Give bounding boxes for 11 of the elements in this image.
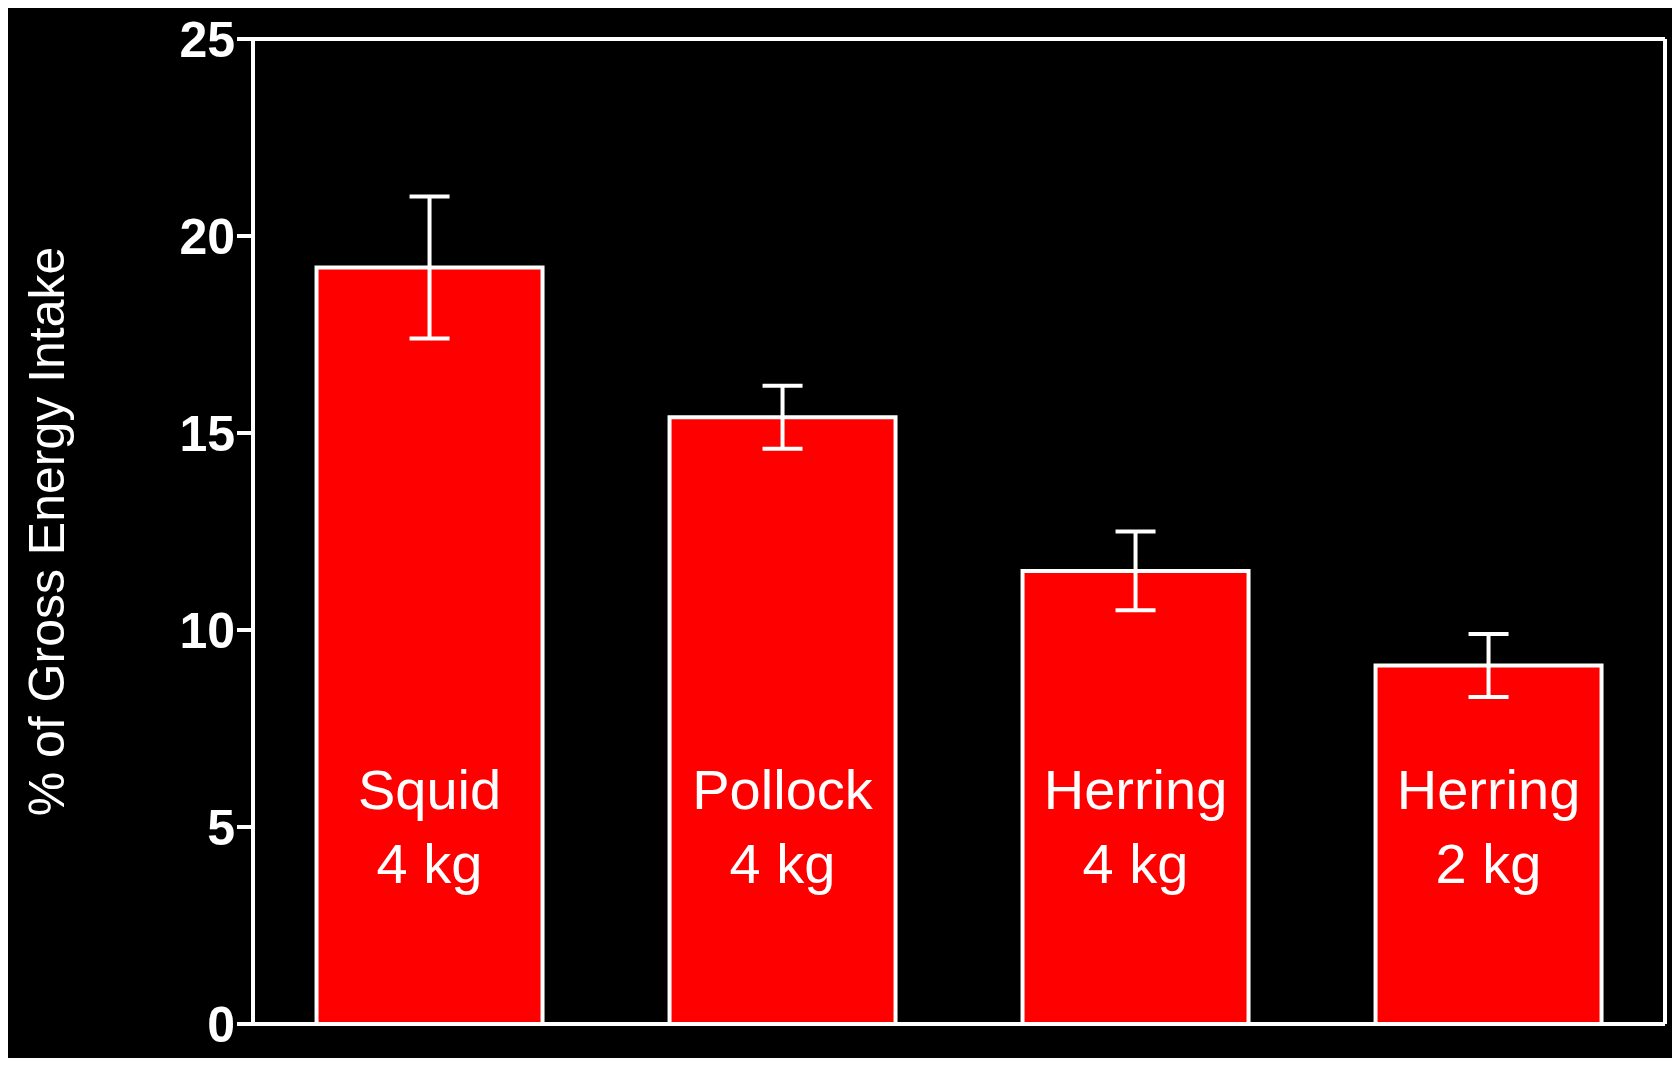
y-tick-label: 0 (207, 996, 235, 1053)
y-tick-label: 20 (179, 208, 235, 265)
y-tick-label: 25 (179, 11, 235, 68)
x-tick-label: Herring 4 kg (1043, 758, 1228, 895)
x-tick-label: Squid 4 kg (357, 758, 502, 895)
y-tick-label: 10 (179, 602, 235, 659)
x-tick-label: Herring 2 kg (1396, 758, 1581, 895)
x-tick-label: Pollock 4 kg (692, 758, 874, 895)
y-tick-label: 5 (207, 799, 235, 856)
y-tick-label: 15 (179, 405, 235, 462)
y-axis-title: % of Gross Energy Intake (18, 246, 75, 817)
